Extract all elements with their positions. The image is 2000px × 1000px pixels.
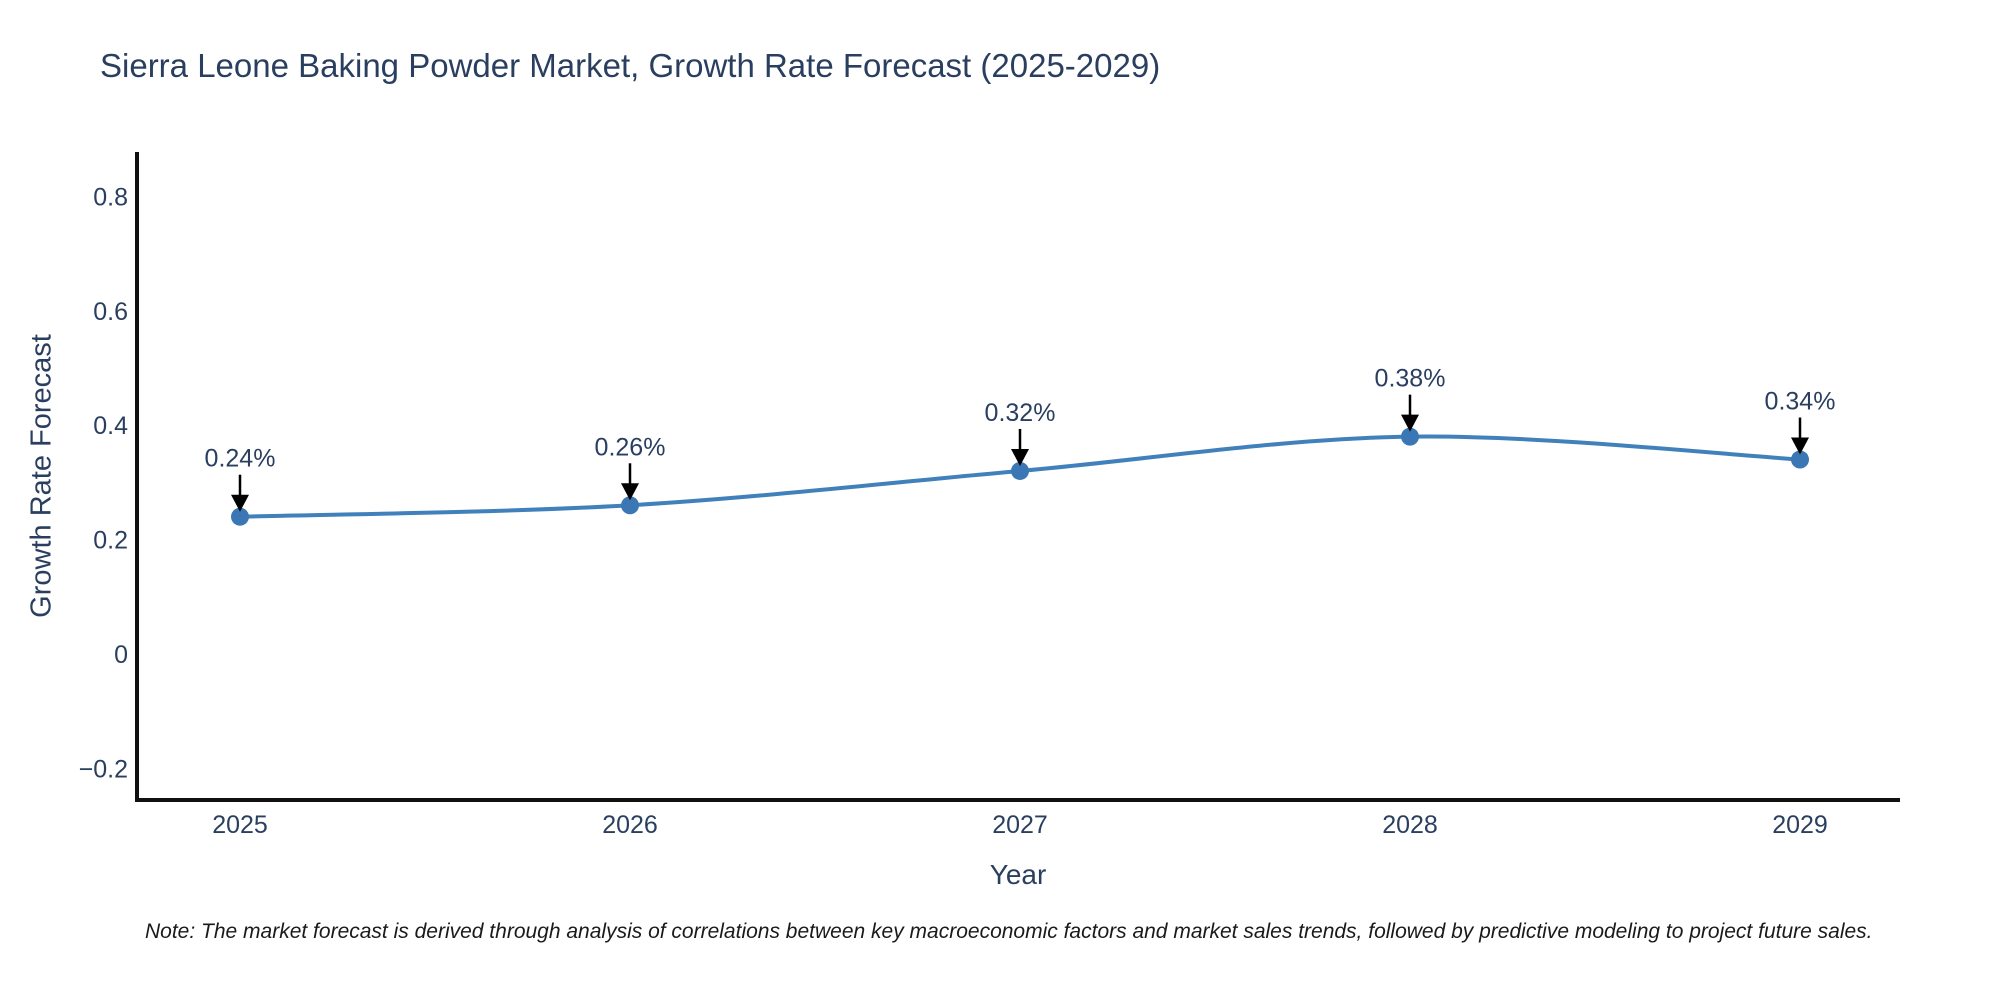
chart-title: Sierra Leone Baking Powder Market, Growt…: [100, 47, 1161, 84]
y-tick-label: 0.2: [93, 527, 128, 555]
annotation-arrowhead: [1011, 448, 1029, 466]
x-tick-label: 2026: [602, 811, 658, 839]
y-tick-label: 0.4: [93, 412, 128, 440]
y-tick-label: 0.6: [93, 298, 128, 326]
annotation-arrowhead: [231, 494, 249, 512]
data-point-marker: [621, 496, 639, 515]
annotation-label: 0.32%: [985, 399, 1056, 427]
x-tick-label: 2025: [212, 811, 268, 839]
annotation-label: 0.26%: [595, 433, 666, 461]
annotation-arrowhead: [1791, 437, 1809, 455]
x-tick-label: 2028: [1382, 811, 1438, 839]
data-point-marker: [231, 507, 249, 526]
annotation-label: 0.38%: [1375, 365, 1446, 393]
data-point-marker: [1401, 427, 1419, 446]
y-tick-label: 0.8: [93, 183, 128, 211]
x-tick-label: 2029: [1772, 811, 1828, 839]
y-tick-label: −0.2: [79, 755, 128, 783]
x-axis-title: Year: [989, 859, 1047, 890]
annotation-label: 0.34%: [1765, 388, 1836, 416]
annotation-arrowhead: [621, 483, 639, 501]
data-point-marker: [1791, 450, 1809, 469]
annotation-arrowhead: [1401, 414, 1419, 432]
footnote: Note: The market forecast is derived thr…: [145, 920, 1873, 943]
x-tick-label: 2027: [992, 811, 1048, 839]
annotation-label: 0.24%: [205, 445, 276, 473]
data-point-marker: [1011, 461, 1029, 480]
y-tick-label: 0: [114, 641, 128, 669]
